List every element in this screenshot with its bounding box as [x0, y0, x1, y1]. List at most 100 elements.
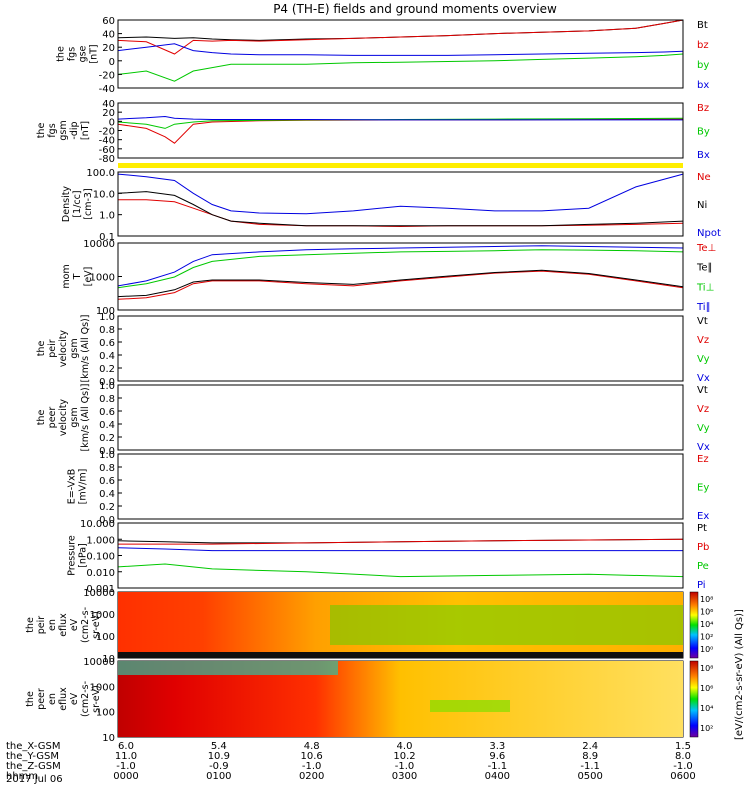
y-axis-label: peir: [36, 616, 47, 635]
time-axis-value: -1.0: [116, 761, 136, 772]
y-tick-label: 10.0: [93, 189, 115, 200]
y-tick-label: 100: [96, 306, 115, 317]
y-tick-label: -40: [99, 84, 115, 95]
time-axis-value: 4.8: [304, 741, 320, 752]
legend-entry: Pb: [697, 542, 709, 553]
y-tick-label: 1.0: [99, 312, 115, 323]
colorbar-tick: 10⁶: [700, 684, 713, 693]
legend-entry: Vy: [697, 354, 710, 365]
time-axis-value: 0600: [670, 771, 695, 782]
legend-entry: Pt: [697, 523, 707, 534]
y-axis-label: [km/s (All Qs)]: [80, 315, 91, 383]
colorbar-tick: 10⁸: [700, 595, 713, 604]
y-axis-label: [km/s (All Qs)]: [80, 384, 91, 452]
y-axis-label: fgs: [67, 47, 78, 61]
figure-title: P4 (TH-E) fields and ground moments over…: [273, 2, 557, 16]
series-line-fgs_gse-0: [117, 19, 684, 55]
y-tick-label: 1.0: [99, 381, 115, 392]
peer-spectrogram: [118, 661, 683, 737]
time-axis-value: -1.1: [580, 761, 600, 772]
peer-spectrogram-top-band: [118, 661, 338, 675]
panel-frame: [117, 315, 684, 382]
panel-frame: [117, 453, 684, 520]
y-tick-label: 10000: [83, 239, 115, 250]
series-line-pressure-7: [118, 538, 684, 545]
y-axis-label: the: [25, 691, 36, 707]
time-axis-value: -1.0: [302, 761, 322, 772]
time-axis-row-label: hhmm: [6, 771, 38, 782]
y-axis-label: (cm2-s-: [80, 607, 91, 643]
legend-entry: Pe: [697, 561, 709, 572]
y-tick-label: 0.1: [99, 232, 115, 243]
time-axis-value: -0.9: [209, 761, 229, 772]
time-axis-value: 8.9: [582, 751, 598, 762]
legend-entry: Vt: [697, 385, 708, 396]
y-axis-label: eflux: [58, 687, 69, 711]
y-axis-label: the: [56, 46, 67, 62]
panel-density: 100.0 10.0 1.0 0.1 Density [1/cc] [cm-3] Ne Ni Np…: [61, 168, 721, 243]
y-axis-label: the: [25, 617, 36, 633]
y-axis-label: en: [47, 619, 58, 631]
colorbar-tick: 10⁸: [700, 664, 713, 673]
legend-entry: Ne: [697, 172, 711, 183]
y-axis-label: mom: [61, 264, 72, 288]
y-tick-label: 0.100: [86, 552, 115, 563]
time-axis-value: 0200: [299, 771, 324, 782]
colorbar-peer: [689, 660, 699, 738]
yellow-orbit-bar: [118, 163, 683, 168]
y-tick-label: 0.010: [86, 568, 115, 579]
y-tick-label: 0.4: [99, 489, 115, 500]
legend-entry: Bt: [697, 20, 708, 31]
legend-entry: bx: [697, 80, 709, 91]
y-tick-label: 1000: [90, 610, 115, 621]
y-tick-label: 100: [96, 708, 115, 719]
time-axis-value: 0000: [113, 771, 138, 782]
panel-fgs_gse: 60 40 20 0 -20 -40 the fgs gse [nT] Bt bz by bx: [56, 16, 710, 95]
legend-entry: Npot: [697, 228, 721, 239]
series-line-mom_temp-3: [117, 269, 684, 298]
legend-entry: Ti∥: [696, 302, 711, 313]
y-axis-label: gsm: [58, 120, 69, 140]
y-axis-label: [nT]: [89, 44, 100, 63]
series-line-pressure-7: [117, 547, 683, 552]
series-line-pressure-7: [117, 563, 684, 578]
y-axis-label: [cm-3]: [83, 188, 94, 219]
legend-entry: Ex: [697, 511, 709, 522]
y-axis-label: eflux: [58, 613, 69, 637]
legend-entry: Ni: [697, 200, 707, 211]
y-axis-label: velocity: [58, 399, 69, 437]
y-axis-label: peer: [36, 688, 47, 710]
colorbar-tick: 10²: [700, 724, 713, 733]
y-axis-label: fgs: [47, 123, 58, 137]
y-tick-label: 0.0: [99, 515, 115, 526]
peir-spectrogram-low-band: [118, 652, 683, 658]
time-axis-value: 11.0: [115, 751, 137, 762]
y-tick-label: 60: [102, 16, 115, 27]
time-axis-value: 0400: [485, 771, 510, 782]
y-tick-label: 1000: [90, 273, 115, 284]
legend-entry: Bx: [697, 150, 710, 161]
y-axis-label: gse: [78, 45, 89, 62]
series-line-fgs_gsm-1: [117, 118, 684, 144]
panel-frame: [117, 242, 684, 311]
legend-entry: Vz: [697, 335, 709, 346]
time-axis-value: 1.5: [675, 741, 691, 752]
y-tick-label: 0.0: [99, 446, 115, 457]
legend-entry: Ti⊥: [696, 282, 714, 293]
series-line-fgs_gse-0: [117, 43, 684, 56]
time-axis-value: -1.1: [488, 761, 508, 772]
time-axis-value: 10.2: [393, 751, 415, 762]
y-tick-label: 0.8: [99, 394, 115, 405]
colorbar-label: [eV/(cm2-s-sr-eV) (All Qs)]: [734, 609, 745, 740]
y-tick-label: 20: [102, 108, 115, 119]
series-line-mom_temp-3: [117, 270, 684, 300]
y-tick-label: 0: [109, 57, 115, 68]
colorbar-tick: 10⁰: [700, 645, 713, 654]
y-tick-label: 10.000: [80, 519, 115, 530]
y-axis-label: [eV]: [83, 267, 94, 287]
y-tick-label: -40: [99, 136, 115, 147]
y-tick-label: 0.8: [99, 325, 115, 336]
series-line-mom_temp-3: [117, 245, 684, 287]
